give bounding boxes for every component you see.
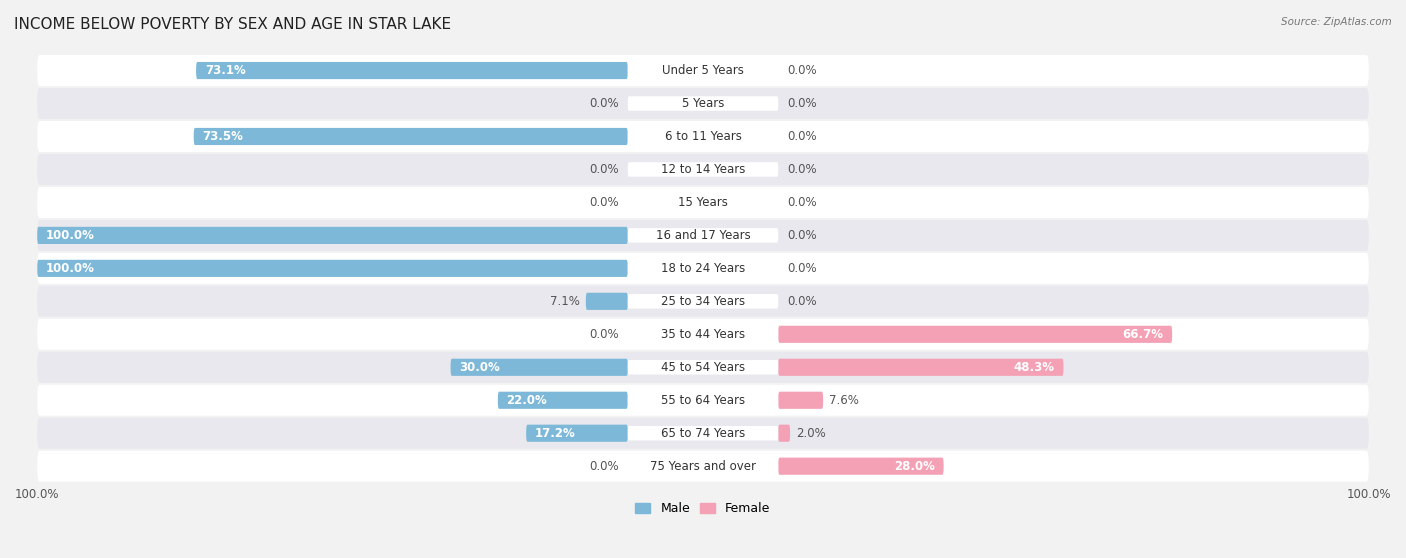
FancyBboxPatch shape xyxy=(37,260,627,277)
FancyBboxPatch shape xyxy=(627,129,779,144)
FancyBboxPatch shape xyxy=(37,121,1369,152)
Text: 0.0%: 0.0% xyxy=(787,130,817,143)
Text: 0.0%: 0.0% xyxy=(787,163,817,176)
Text: 73.1%: 73.1% xyxy=(205,64,246,77)
FancyBboxPatch shape xyxy=(498,392,627,409)
Text: 7.1%: 7.1% xyxy=(550,295,581,308)
FancyBboxPatch shape xyxy=(37,253,1369,284)
FancyBboxPatch shape xyxy=(627,426,779,440)
Text: 0.0%: 0.0% xyxy=(589,460,619,473)
Text: 6 to 11 Years: 6 to 11 Years xyxy=(665,130,741,143)
FancyBboxPatch shape xyxy=(779,392,823,409)
Text: 7.6%: 7.6% xyxy=(830,394,859,407)
Text: 100.0%: 100.0% xyxy=(46,229,94,242)
Text: 48.3%: 48.3% xyxy=(1014,361,1054,374)
Text: 2.0%: 2.0% xyxy=(796,427,825,440)
Text: 12 to 14 Years: 12 to 14 Years xyxy=(661,163,745,176)
FancyBboxPatch shape xyxy=(627,63,779,78)
FancyBboxPatch shape xyxy=(627,195,779,210)
FancyBboxPatch shape xyxy=(627,393,779,407)
FancyBboxPatch shape xyxy=(627,261,779,276)
Text: 30.0%: 30.0% xyxy=(460,361,501,374)
Text: 100.0%: 100.0% xyxy=(46,262,94,275)
FancyBboxPatch shape xyxy=(779,425,790,442)
FancyBboxPatch shape xyxy=(779,326,1173,343)
FancyBboxPatch shape xyxy=(37,55,1369,86)
Text: 0.0%: 0.0% xyxy=(589,163,619,176)
FancyBboxPatch shape xyxy=(627,360,779,374)
Text: 45 to 54 Years: 45 to 54 Years xyxy=(661,361,745,374)
FancyBboxPatch shape xyxy=(37,319,1369,350)
FancyBboxPatch shape xyxy=(194,128,627,145)
Text: 17.2%: 17.2% xyxy=(534,427,575,440)
Text: Under 5 Years: Under 5 Years xyxy=(662,64,744,77)
Legend: Male, Female: Male, Female xyxy=(636,502,770,515)
FancyBboxPatch shape xyxy=(37,385,1369,416)
FancyBboxPatch shape xyxy=(627,228,779,243)
FancyBboxPatch shape xyxy=(37,286,1369,317)
Text: 22.0%: 22.0% xyxy=(506,394,547,407)
FancyBboxPatch shape xyxy=(779,458,943,475)
FancyBboxPatch shape xyxy=(37,352,1369,383)
Text: INCOME BELOW POVERTY BY SEX AND AGE IN STAR LAKE: INCOME BELOW POVERTY BY SEX AND AGE IN S… xyxy=(14,17,451,32)
Text: 66.7%: 66.7% xyxy=(1122,328,1163,341)
FancyBboxPatch shape xyxy=(627,294,779,309)
Text: 35 to 44 Years: 35 to 44 Years xyxy=(661,328,745,341)
FancyBboxPatch shape xyxy=(627,162,779,177)
Text: 0.0%: 0.0% xyxy=(787,196,817,209)
Text: 18 to 24 Years: 18 to 24 Years xyxy=(661,262,745,275)
FancyBboxPatch shape xyxy=(37,451,1369,482)
Text: 0.0%: 0.0% xyxy=(589,97,619,110)
FancyBboxPatch shape xyxy=(779,359,1063,376)
Text: 28.0%: 28.0% xyxy=(894,460,935,473)
FancyBboxPatch shape xyxy=(627,459,779,473)
FancyBboxPatch shape xyxy=(586,293,627,310)
Text: 0.0%: 0.0% xyxy=(787,64,817,77)
Text: 25 to 34 Years: 25 to 34 Years xyxy=(661,295,745,308)
Text: 5 Years: 5 Years xyxy=(682,97,724,110)
FancyBboxPatch shape xyxy=(37,88,1369,119)
Text: Source: ZipAtlas.com: Source: ZipAtlas.com xyxy=(1281,17,1392,27)
FancyBboxPatch shape xyxy=(526,425,627,442)
Text: 0.0%: 0.0% xyxy=(787,97,817,110)
Text: 55 to 64 Years: 55 to 64 Years xyxy=(661,394,745,407)
FancyBboxPatch shape xyxy=(37,227,627,244)
FancyBboxPatch shape xyxy=(450,359,627,376)
Text: 0.0%: 0.0% xyxy=(787,229,817,242)
Text: 0.0%: 0.0% xyxy=(589,196,619,209)
FancyBboxPatch shape xyxy=(627,327,779,341)
FancyBboxPatch shape xyxy=(37,418,1369,449)
Text: 75 Years and over: 75 Years and over xyxy=(650,460,756,473)
Text: 0.0%: 0.0% xyxy=(787,295,817,308)
FancyBboxPatch shape xyxy=(37,187,1369,218)
Text: 73.5%: 73.5% xyxy=(202,130,243,143)
FancyBboxPatch shape xyxy=(627,97,779,111)
Text: 65 to 74 Years: 65 to 74 Years xyxy=(661,427,745,440)
FancyBboxPatch shape xyxy=(195,62,627,79)
FancyBboxPatch shape xyxy=(37,154,1369,185)
Text: 0.0%: 0.0% xyxy=(787,262,817,275)
FancyBboxPatch shape xyxy=(37,220,1369,251)
Text: 0.0%: 0.0% xyxy=(589,328,619,341)
Text: 16 and 17 Years: 16 and 17 Years xyxy=(655,229,751,242)
Text: 15 Years: 15 Years xyxy=(678,196,728,209)
